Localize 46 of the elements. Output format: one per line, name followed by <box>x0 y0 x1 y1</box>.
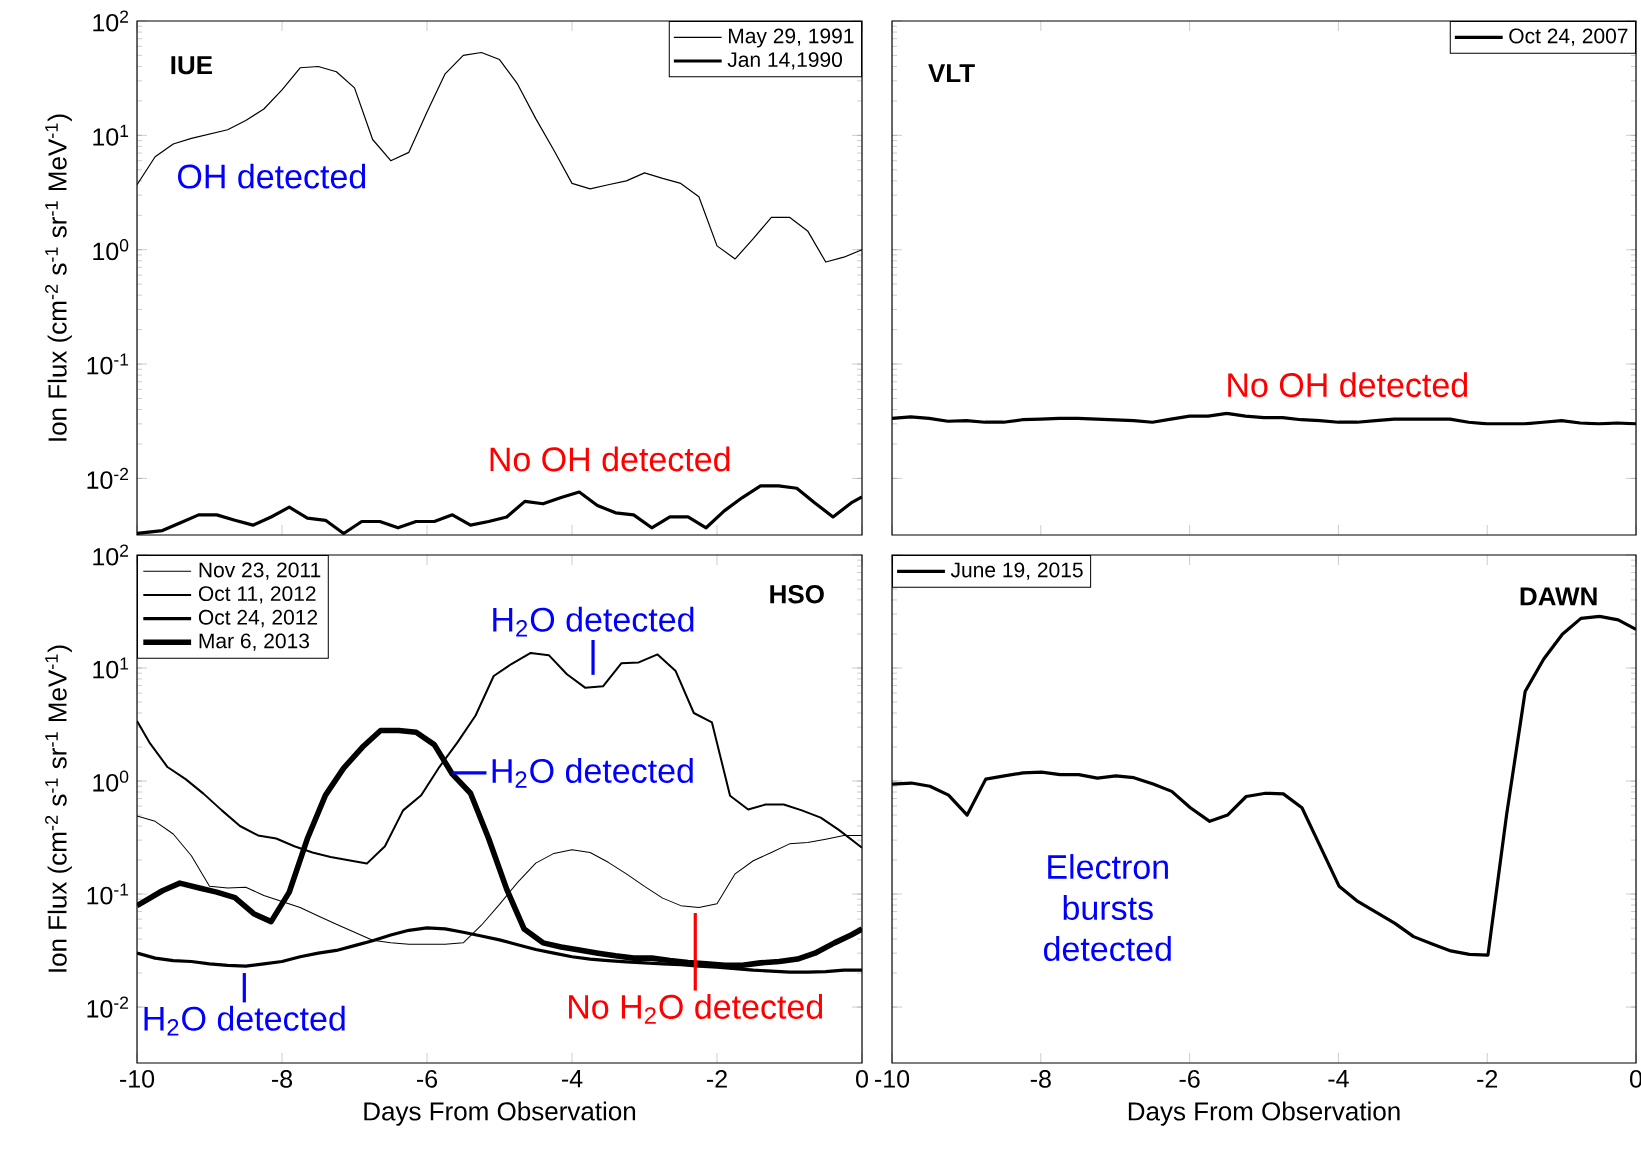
y-tick-label: 10$^{0}$ <box>93 770 129 792</box>
annotation: No H$_{2}$O detected <box>569 993 823 1024</box>
legend-label: Mar 6, 2013 <box>199 633 310 651</box>
x-tick-label: -2 <box>1477 1070 1498 1088</box>
x-tick-label: -2 <box>707 1070 727 1088</box>
x-tick-label: 0 <box>1630 1070 1641 1088</box>
y-tick-label: 10$^{-1}$ <box>87 353 129 375</box>
legend-label: Nov 23, 2011 <box>199 562 321 580</box>
legend-label: May 29, 1991 <box>728 28 854 48</box>
annotation: No OH detected <box>1228 372 1468 398</box>
annotation: H$_{2}$O detected <box>493 606 694 637</box>
text: Ion Flux (cm$^{-2}$ s$^{-1}$ sr$^{-1}$ MeV$^{-1}$) <box>45 645 72 972</box>
x-tick-label: -10 <box>875 1070 910 1088</box>
y-tick-label: 10$^{0}$ <box>93 239 129 261</box>
text: DAWN <box>1520 587 1597 606</box>
x-tick-label: -6 <box>417 1070 438 1088</box>
text: VLT <box>928 64 975 83</box>
y-tick-label: 10$^{-1}$ <box>87 883 129 905</box>
y-tick-label: 10$^{2}$ <box>93 544 129 566</box>
x-tick-label: 0 <box>856 1070 868 1088</box>
x-tick-label: -10 <box>120 1070 155 1088</box>
y-tick-label: 10$^{1}$ <box>93 657 129 679</box>
y-tick-label: 10$^{1}$ <box>93 124 129 146</box>
x-tick-label: -4 <box>562 1070 583 1088</box>
annotation: No OH detected <box>490 446 730 472</box>
legend-label: June 19, 2015 <box>950 562 1083 580</box>
annotation: H$_{2}$O detected <box>144 1005 345 1036</box>
text: HSO <box>770 584 824 604</box>
legend-label: Oct 24, 2012 <box>198 609 318 628</box>
y-tick-label: 10$^{-2}$ <box>87 996 129 1018</box>
text: Ion Flux (cm$^{-2}$ s$^{-1}$ sr$^{-1}$ MeV$^{-1}$) <box>45 114 72 441</box>
x-axis-title: Days From Observation <box>364 1101 636 1126</box>
x-tick-label: -6 <box>1179 1070 1200 1088</box>
annotation: Electron bursts detected <box>1044 854 1171 962</box>
legend-label: Jan 14,1990 <box>727 52 842 70</box>
x-tick-label: -4 <box>1328 1070 1349 1088</box>
text: IUE <box>171 56 213 75</box>
y-tick-label: 10$^{2}$ <box>93 10 129 32</box>
legend-label: Oct 24, 2007 <box>1509 28 1628 46</box>
annotation: H$_{2}$O detected <box>492 758 693 788</box>
x-tick-label: -8 <box>1030 1070 1051 1088</box>
y-tick-label: 10$^{-2}$ <box>87 467 129 489</box>
annotation: OH detected <box>178 163 366 189</box>
x-axis-title: Days From Observation <box>1128 1101 1400 1126</box>
legend-label: Oct 11, 2012 <box>198 586 316 604</box>
x-tick-label: -8 <box>272 1070 293 1088</box>
